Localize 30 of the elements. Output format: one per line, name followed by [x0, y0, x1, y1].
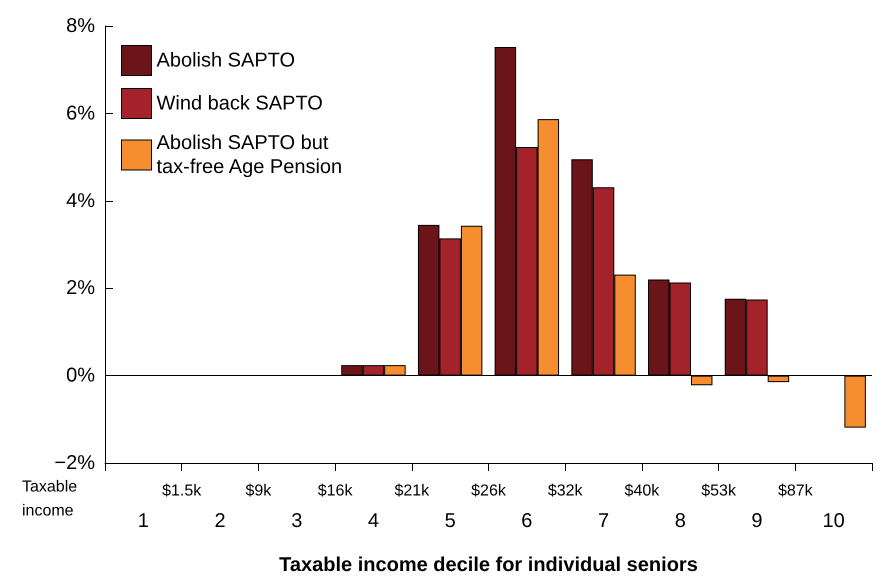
text: $87k: [778, 482, 814, 500]
legend-label: Abolish SAPTO: [156, 50, 296, 72]
x-tick-label: 3: [291, 510, 302, 532]
x-tick-label: 6: [521, 510, 532, 532]
x-tick-label: 8: [674, 510, 686, 532]
text: $32k: [548, 482, 584, 500]
text: $53k: [701, 482, 737, 500]
text: $16k: [318, 482, 354, 500]
x-axis-title: Taxable income decile for individual seniors: [279, 554, 698, 576]
y-tick-label: 6%: [66, 102, 96, 124]
x-tick-label: 2: [214, 510, 226, 532]
x-tick-label: 9: [751, 510, 763, 532]
x-tick-label: 1: [138, 510, 149, 532]
y-tick-label: 8%: [66, 15, 96, 37]
x-tick-label: 5: [444, 510, 456, 532]
x-tick-label: 4: [368, 510, 380, 532]
text: $9k: [246, 482, 272, 500]
text: $21k: [394, 482, 430, 500]
y-tick-label: 0%: [66, 364, 96, 387]
legend-label: Wind back SAPTO: [156, 92, 323, 114]
y-tick-label: −2%: [54, 452, 96, 474]
text: $26k: [471, 482, 507, 500]
x-tick-label: 7: [598, 510, 610, 532]
legend-label: Abolish SAPTO but tax-free Age Pension: [156, 132, 342, 178]
y-tick-label: 2%: [66, 277, 96, 300]
text: $40k: [624, 482, 660, 500]
x-tick-label: 10: [822, 510, 845, 532]
text: Taxable income: [22, 478, 82, 520]
text: $1.5k: [162, 482, 202, 500]
y-tick-label: 4%: [66, 190, 96, 212]
